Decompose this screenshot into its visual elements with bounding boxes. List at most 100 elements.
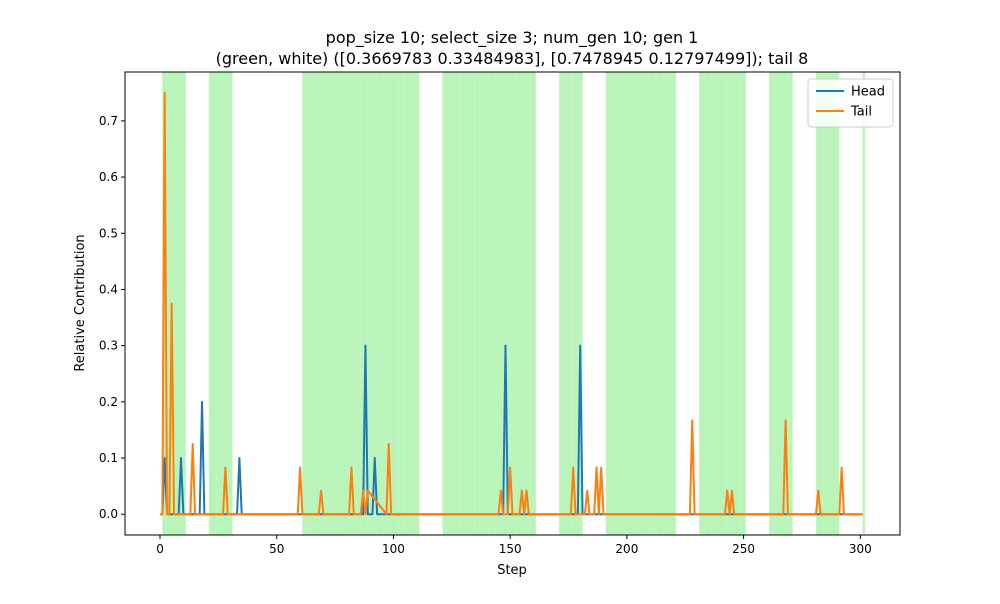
shaded-band — [350, 71, 352, 536]
y-tick-label: 0.4 — [99, 282, 118, 296]
shaded-band — [442, 71, 444, 536]
shaded-band — [219, 71, 221, 536]
shaded-band — [826, 71, 828, 536]
shaded-band — [352, 71, 354, 536]
shaded-band — [823, 71, 826, 536]
legend-label: Tail — [850, 105, 872, 120]
shaded-band — [353, 71, 356, 536]
shaded-band — [641, 71, 644, 536]
shaded-band — [182, 71, 184, 536]
shaded-band — [316, 71, 318, 536]
shaded-band — [218, 71, 220, 536]
shaded-band — [417, 71, 420, 536]
shaded-band — [324, 71, 326, 536]
shaded-band — [339, 71, 342, 536]
shaded-band — [469, 71, 471, 536]
shaded-band — [655, 71, 658, 536]
shaded-band — [730, 71, 733, 536]
shaded-band — [626, 71, 629, 536]
shaded-band — [211, 71, 213, 536]
shaded-band — [778, 71, 780, 536]
shaded-band — [672, 71, 674, 536]
shaded-band — [467, 71, 470, 536]
shaded-band — [304, 71, 307, 536]
shaded-band — [637, 71, 639, 536]
shaded-band — [721, 71, 723, 536]
shaded-band — [568, 71, 570, 536]
shaded-band — [400, 71, 402, 536]
shaded-band — [348, 71, 351, 536]
shaded-band — [620, 71, 623, 536]
y-tick-label: 0.1 — [99, 451, 118, 465]
shaded-band — [330, 71, 332, 536]
shaded-region — [862, 71, 866, 536]
shaded-band — [496, 71, 498, 536]
shaded-band — [414, 71, 416, 536]
x-axis: 0 50 100 150 200 250 300 — [156, 535, 872, 556]
x-axis-label: Step — [497, 563, 527, 578]
series-lines — [160, 91, 863, 516]
shaded-band — [511, 71, 513, 536]
shaded-band — [563, 71, 566, 536]
shaded-band — [613, 71, 616, 536]
shaded-band — [729, 71, 731, 536]
shaded-band — [451, 71, 454, 536]
shaded-band — [832, 71, 834, 536]
shaded-band — [606, 71, 609, 536]
shaded-band — [833, 71, 835, 536]
shaded-band — [393, 71, 395, 536]
shaded-band — [222, 71, 225, 536]
shaded-band — [619, 71, 622, 536]
shaded-band — [706, 71, 708, 536]
y-tick-label: 0.7 — [99, 114, 118, 128]
shaded-band — [410, 71, 413, 536]
shaded-band — [640, 71, 643, 536]
shaded-band — [355, 71, 358, 536]
shaded-band — [480, 71, 483, 536]
shaded-band — [215, 71, 218, 536]
shaded-band — [231, 71, 233, 536]
shaded-band — [648, 71, 651, 536]
shaded-region — [208, 71, 233, 536]
shaded-band — [376, 71, 379, 536]
legend-label: Head — [851, 85, 885, 100]
shaded-band — [566, 71, 568, 536]
shaded-band — [325, 71, 328, 536]
shaded-band — [788, 71, 791, 536]
shaded-band — [708, 71, 710, 536]
shaded-band — [457, 71, 459, 536]
shaded-band — [177, 71, 179, 536]
shaded-band — [787, 71, 790, 536]
shaded-band — [573, 71, 575, 536]
y-tick-label: 0.0 — [99, 507, 118, 521]
shaded-band — [862, 71, 864, 536]
shaded-band — [630, 71, 632, 536]
shaded-band — [610, 71, 612, 536]
y-tick-label: 0.5 — [99, 226, 118, 240]
shaded-band — [699, 71, 701, 536]
x-tick-label: 200 — [615, 542, 638, 556]
shaded-band — [650, 71, 652, 536]
shaded-band — [531, 71, 533, 536]
y-axis-label: Relative Contribution — [73, 234, 88, 371]
shaded-band — [673, 71, 675, 536]
shaded-band — [716, 71, 719, 536]
x-tick-label: 0 — [156, 542, 164, 556]
shaded-band — [777, 71, 779, 536]
shaded-band — [743, 71, 745, 536]
shaded-band — [724, 71, 727, 536]
shaded-band — [863, 71, 866, 536]
shaded-band — [455, 71, 457, 536]
shaded-band — [569, 71, 572, 536]
shaded-band — [715, 71, 717, 536]
shaded-band — [520, 71, 522, 536]
shaded-band — [819, 71, 821, 536]
shaded-band — [472, 71, 475, 536]
shaded-band — [413, 71, 415, 536]
shaded-band — [210, 71, 212, 536]
shaded-band — [341, 71, 344, 536]
shaded-band — [332, 71, 335, 536]
shaded-band — [464, 71, 466, 536]
